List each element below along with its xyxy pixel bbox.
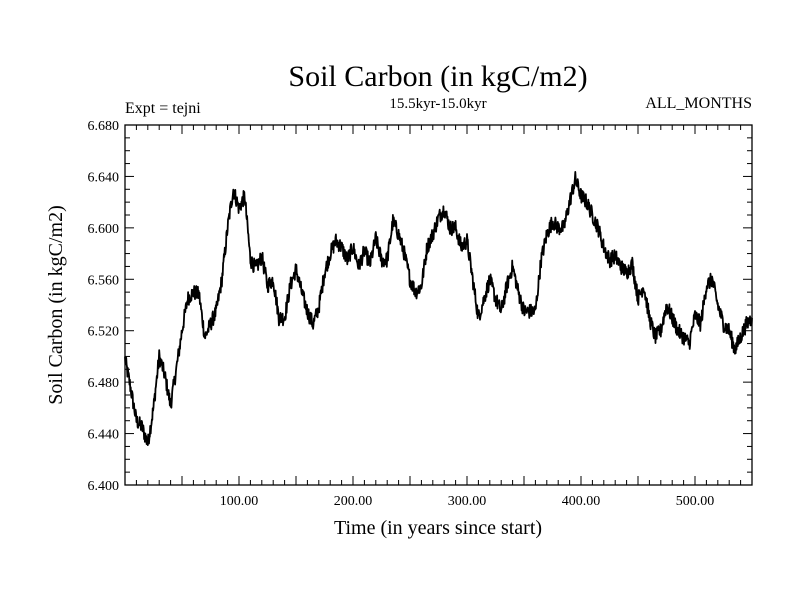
y-tick-label: 6.640 [88, 170, 120, 185]
series-line-soil-carbon [124, 170, 753, 447]
y-tick-label: 6.480 [88, 376, 120, 391]
y-tick-label: 6.440 [88, 428, 120, 443]
experiment-label: Expt = tejni [125, 100, 201, 117]
y-axis-label: Soil Carbon (in kgC/m2) [45, 205, 67, 404]
y-tick-label: 6.400 [88, 479, 120, 494]
chart-subtitle: 15.5kyr-15.0kyr [389, 96, 486, 112]
x-tick-label: 500.00 [676, 494, 715, 509]
y-tick-label: 6.560 [88, 273, 120, 288]
x-tick-label: 200.00 [334, 494, 373, 509]
y-tick-label: 6.520 [88, 325, 120, 340]
x-axis-label: Time (in years since start) [334, 517, 542, 539]
tick-labels: 100.00 200.00 300.00 400.00 500.00 6.400 6.440… [88, 119, 715, 509]
plot-frame [124, 124, 753, 486]
y-tick-label: 6.680 [88, 119, 120, 134]
x-tick-label: 300.00 [448, 494, 487, 509]
x-tick-label: 100.00 [220, 494, 259, 509]
months-label: ALL_MONTHS [645, 95, 752, 112]
chart-title: Soil Carbon (in kgC/m2) [288, 60, 587, 93]
axis-ticks [125, 125, 752, 485]
y-tick-label: 6.600 [88, 222, 120, 237]
x-tick-label: 400.00 [562, 494, 601, 509]
